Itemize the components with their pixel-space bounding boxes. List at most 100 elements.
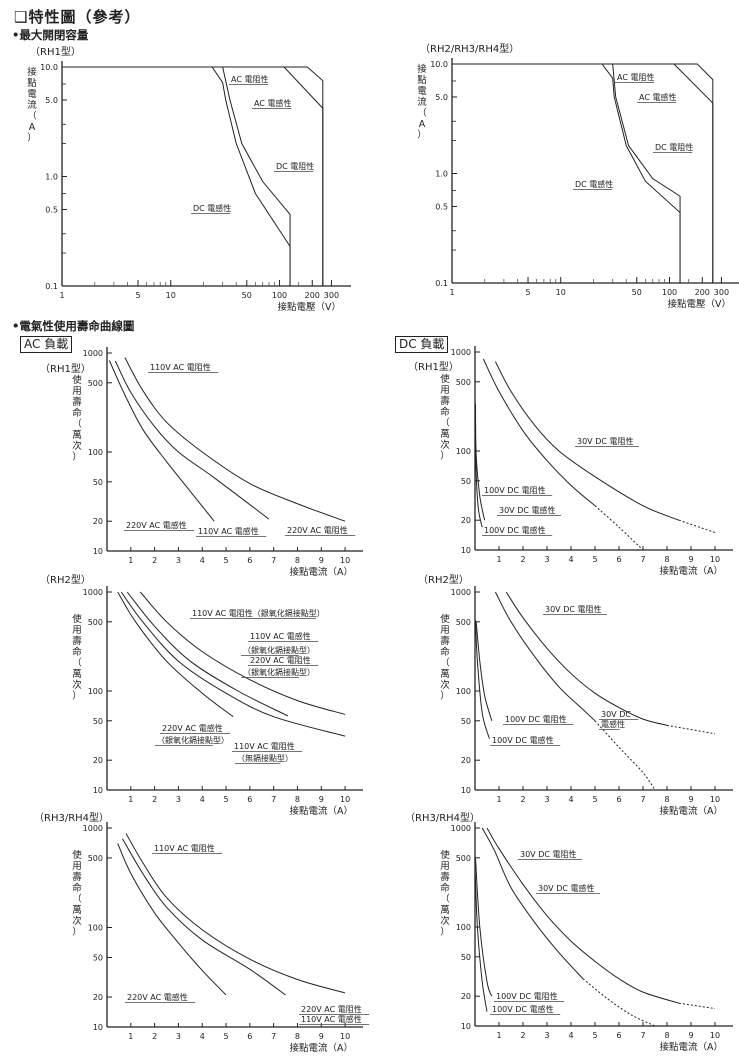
y-tick-label: 10 <box>461 786 471 795</box>
x-axis-label: 接點電流（A） <box>660 565 724 577</box>
chart-title: （RH3/RH4型） <box>34 811 109 824</box>
series-line-dashed <box>678 1002 716 1010</box>
series-annotation: AC 電阻性 <box>617 72 654 82</box>
y-tick-label: 0.5 <box>435 202 448 211</box>
chart-title: （RH2型） <box>418 573 469 586</box>
y-axis-label-char: 點 <box>27 77 37 89</box>
x-tick-label: 2 <box>152 1032 157 1041</box>
series-line <box>474 620 490 739</box>
y-tick-label: 100 <box>456 687 471 696</box>
y-tick-label: 0.1 <box>45 282 58 291</box>
y-tick-label: 10 <box>93 786 103 795</box>
y-tick-label: 0.1 <box>435 279 448 288</box>
x-tick-label: 10 <box>340 1032 350 1041</box>
x-tick-label: 9 <box>688 795 693 804</box>
y-axis-label-char: ） <box>27 132 37 144</box>
series-line <box>474 403 486 521</box>
y-tick-label: 20 <box>461 516 471 525</box>
series-annotation: 100V DC 電感性 <box>492 1004 554 1014</box>
y-axis-label-char: ） <box>440 450 450 462</box>
x-tick-label: 4 <box>568 795 573 804</box>
x-tick-label: 8 <box>664 795 669 804</box>
chart-title: （RH3/RH4型） <box>405 811 480 824</box>
x-tick-label: 7 <box>271 556 276 565</box>
y-tick-label: 50 <box>93 717 103 726</box>
x-tick-label: 7 <box>640 1031 645 1040</box>
x-tick-label: 2 <box>152 795 157 804</box>
x-tick-label: 4 <box>200 795 205 804</box>
x-tick-label: 7 <box>271 1032 276 1041</box>
x-tick-label: 5 <box>592 795 597 804</box>
y-axis-label-char: 壽 <box>440 635 450 647</box>
x-tick-label: 9 <box>319 1032 324 1041</box>
x-tick-label: 9 <box>319 795 324 804</box>
series-annotation: 110V AC 電阻性（銀氧化鎘接點型） <box>192 608 325 618</box>
y-axis-label-char: （ <box>72 893 82 905</box>
series-annotation: AC 電阻性 <box>231 74 268 84</box>
x-tick-label: 8 <box>295 795 300 804</box>
x-tick-label: 7 <box>640 555 645 564</box>
y-tick-label: 1000 <box>451 824 471 833</box>
x-tick-label: 5 <box>224 1032 229 1041</box>
y-tick-label: 10 <box>461 546 471 555</box>
y-axis-label-char: 點 <box>417 74 427 86</box>
y-tick-label: 10 <box>93 547 103 556</box>
y-tick-label: 5.0 <box>435 93 448 102</box>
x-tick-label: 5 <box>592 555 597 564</box>
y-axis-label-char: 使 <box>440 373 450 385</box>
series-line <box>114 360 270 520</box>
x-tick-label: 1 <box>59 291 64 300</box>
y-tick-label: 500 <box>88 854 103 863</box>
x-tick-label: 10 <box>166 291 176 300</box>
series-annotation: 100V DC 電阻性 <box>496 991 558 1001</box>
series-annotation: 220V AC 電感性 <box>126 520 187 530</box>
series-annotation: 100V DC 電感性 <box>492 735 554 745</box>
x-tick-label: 9 <box>319 556 324 565</box>
series-annotation: 220V AC 電阻性 <box>301 1004 362 1014</box>
y-axis-label-char: （ <box>27 110 37 122</box>
y-tick-label: 10 <box>461 1022 471 1031</box>
y-tick-label: 1000 <box>451 348 471 357</box>
series-line <box>62 66 291 286</box>
y-tick-label: 500 <box>456 854 471 863</box>
y-axis-label-char: 使 <box>72 849 82 861</box>
series-annotation: （銀氧化鎘接點型） <box>157 735 229 745</box>
y-tick-label: 10.0 <box>430 60 448 69</box>
x-tick-label: 6 <box>616 795 621 804</box>
chart-title: （RH1型） <box>40 362 91 375</box>
x-tick-label: 4 <box>568 555 573 564</box>
y-tick-label: 0.5 <box>45 205 58 214</box>
y-axis-label-char: 命 <box>72 646 82 658</box>
y-axis-label-char: 次 <box>72 915 82 927</box>
y-axis-label-char: 接 <box>27 66 37 78</box>
x-tick-label: 10 <box>710 795 720 804</box>
x-tick-label: 10 <box>340 795 350 804</box>
y-tick-label: 1000 <box>83 349 103 358</box>
y-axis-label-char: 用 <box>440 625 450 636</box>
y-tick-label: 50 <box>93 953 103 962</box>
x-tick-label: 3 <box>176 1032 181 1041</box>
y-tick-label: 20 <box>461 756 471 765</box>
series-annotation: 電感性 <box>601 719 625 729</box>
series-line <box>117 843 227 996</box>
x-axis-label: 接點電流（A） <box>660 805 724 817</box>
y-axis-label-char: 萬 <box>72 904 82 916</box>
page-title: ❑特性圖（參考） <box>14 8 141 26</box>
series-line <box>125 833 346 994</box>
series-annotation: 30V DC 電阻性 <box>520 849 576 859</box>
x-tick-label: 1 <box>128 1032 133 1041</box>
ac-load-label: AC 負載 <box>20 336 73 353</box>
x-tick-label: 5 <box>135 291 140 300</box>
x-tick-label: 8 <box>295 556 300 565</box>
y-axis-label-char: 電 <box>27 89 37 100</box>
y-axis-label-char: A <box>29 122 36 133</box>
y-axis-label-char: （ <box>72 418 82 430</box>
series-line <box>108 360 215 522</box>
x-tick-label: 1 <box>128 556 133 565</box>
y-axis-label-char: ） <box>72 451 82 463</box>
series-line <box>120 591 346 737</box>
y-axis-label-char: 命 <box>440 406 450 418</box>
series-line <box>486 827 680 1004</box>
x-tick-label: 5 <box>224 795 229 804</box>
